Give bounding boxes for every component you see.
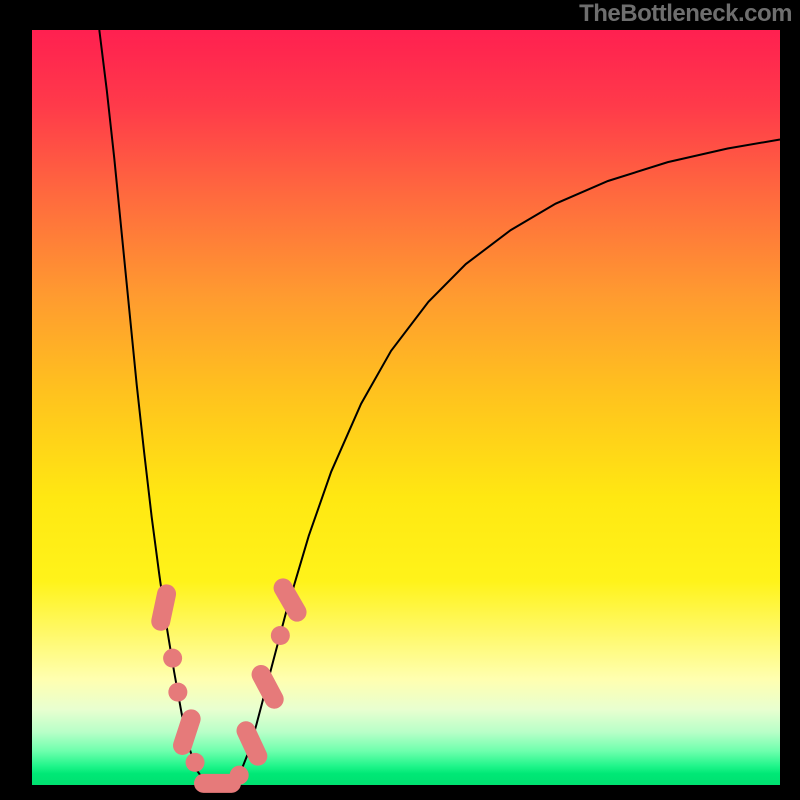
bottleneck-v-chart xyxy=(0,0,800,800)
marker-circle xyxy=(163,649,182,668)
marker-circle xyxy=(168,683,187,702)
plot-background xyxy=(32,30,780,785)
marker-circle xyxy=(186,753,205,772)
marker-circle xyxy=(271,626,290,645)
marker-circle xyxy=(230,766,249,785)
watermark-text: TheBottleneck.com xyxy=(579,0,792,28)
chart-container: TheBottleneck.com xyxy=(0,0,800,800)
